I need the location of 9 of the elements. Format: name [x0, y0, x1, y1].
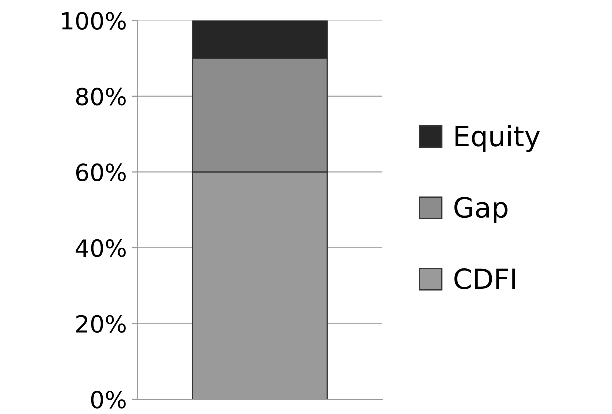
y-tick-label: 80%	[76, 88, 126, 106]
y-tick-label: 0%	[91, 390, 126, 409]
legend-label: CDFI	[454, 268, 516, 290]
legend-label: Equity	[456, 125, 540, 152]
y-tick-label: 100%	[62, 12, 126, 30]
legend-label: Gap	[454, 197, 508, 224]
y-tick-label: 60%	[76, 164, 126, 182]
y-tick-label: 40%	[76, 239, 126, 258]
y-tick-label: 20%	[76, 315, 126, 334]
